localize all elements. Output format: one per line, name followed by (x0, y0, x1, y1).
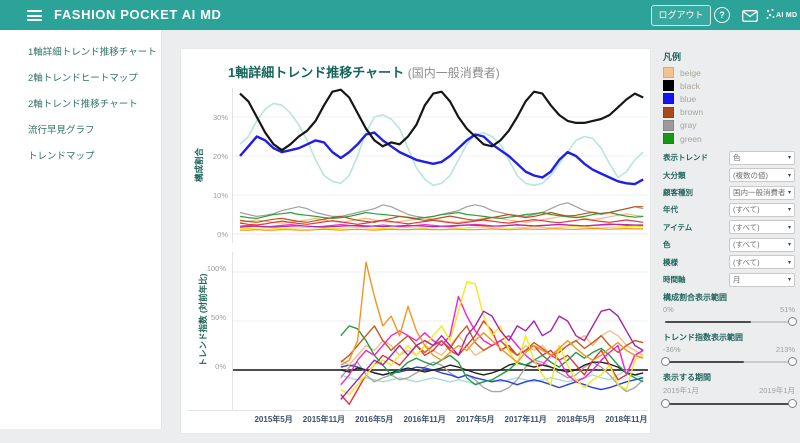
y-tick-label: 10% (212, 191, 228, 200)
y-tick-label: 50% (210, 313, 226, 322)
filters-list: 表示トレンド 色 ▾ 大分類 (複数の値) ▾ 顧客種別 国内一般消費者 ▾ 年代 (… (663, 149, 795, 288)
x-tick-label: 2018年11月 (605, 415, 648, 424)
x-tick-label: 2016年11月 (403, 415, 446, 424)
time-axis-select[interactable]: 月 ▾ (729, 272, 795, 287)
slider-min-label: 2015年1月 (663, 386, 699, 396)
filter-time-axis: 時間軸 月 ▾ (663, 271, 795, 288)
item-select[interactable]: (すべて) ▾ (729, 220, 795, 235)
slider-handle[interactable] (661, 399, 670, 409)
sidebar-item-trend-map[interactable]: トレンドマップ (28, 151, 95, 162)
age-select[interactable]: (すべて) ▾ (729, 202, 795, 217)
legend-swatch-beige (663, 67, 674, 79)
slider-track[interactable] (661, 398, 797, 410)
page-title: 1軸詳細トレンド推移チャート (国内一般消費者) (228, 62, 500, 81)
customer-type-select[interactable]: 国内一般消費者 ▾ (729, 185, 795, 200)
slider-display-period: 表示する期間 2015年1月 2019年1月 (661, 368, 797, 410)
logo-text: AI MD (776, 11, 798, 19)
filter-display-trend: 表示トレンド 色 ▾ (663, 149, 795, 166)
trend-index-chart-plot (232, 252, 648, 410)
x-axis-line (187, 410, 648, 411)
app-title: FASHION POCKET AI MD (54, 7, 222, 22)
legend-swatch-brown (663, 106, 674, 118)
y-tick-label: 20% (212, 152, 228, 161)
composition-chart-plot (232, 88, 648, 243)
legend-item: green (663, 132, 795, 145)
x-tick-label: 2017年11月 (504, 415, 547, 424)
pattern-select[interactable]: (すべて) ▾ (729, 255, 795, 270)
caret-down-icon: ▾ (787, 242, 791, 249)
y-tick-label: 0% (217, 230, 228, 239)
x-tick-label: 2017年5月 (456, 415, 495, 424)
caret-down-icon: ▾ (787, 207, 791, 214)
legend-list: beige black blue brown gray green (663, 66, 795, 145)
filter-customer-type: 顧客種別 国内一般消費者 ▾ (663, 184, 795, 201)
x-axis-tick-labels: 2015年5月 2015年11月 2016年5月 2016年11月 2017年5… (232, 414, 648, 426)
filter-age: 年代 (すべて) ▾ (663, 201, 795, 218)
slider-max-label: 51% (779, 305, 795, 315)
x-tick-label: 2015年5月 (254, 415, 293, 424)
x-tick-label: 2018年5月 (556, 415, 596, 424)
ai-md-logo: AI MD (766, 8, 797, 22)
slider-handle[interactable] (788, 357, 797, 367)
sidebar-nav: 1軸詳細トレンド推移チャート 2軸トレンドヒートマップ 2軸トレンド推移チャート… (0, 30, 162, 429)
legend-item: blue (663, 92, 795, 105)
sidebar-item-2axis-trend-heatmap[interactable]: 2軸トレンドヒートマップ (28, 73, 138, 84)
y-axis-title-composition: 構成割合 (194, 148, 204, 183)
caret-down-icon: ▾ (787, 172, 791, 179)
page-title-sub: (国内一般消費者) (407, 66, 500, 80)
slider-max-label: 2019年1月 (759, 386, 795, 396)
slider-track[interactable] (661, 356, 797, 368)
filter-pattern: 模様 (すべて) ▾ (663, 253, 795, 270)
slider-track[interactable] (665, 316, 797, 328)
display-trend-select[interactable]: 色 ▾ (729, 150, 795, 165)
menu-icon[interactable] (27, 10, 42, 21)
sidebar-item-1axis-detail-trend-chart[interactable]: 1軸詳細トレンド推移チャート (28, 47, 157, 58)
legend-item: brown (663, 106, 795, 119)
major-category-select[interactable]: (複数の値) ▾ (729, 168, 795, 183)
filter-major-category: 大分類 (複数の値) ▾ (663, 167, 795, 184)
x-tick-label: 2015年11月 (302, 415, 346, 424)
logo-molecule-icon (766, 8, 775, 22)
mail-icon[interactable] (742, 9, 758, 27)
filter-color: 色 (すべて) ▾ (663, 236, 795, 253)
slider-composition-range: 構成割合表示範囲 0% 51% (663, 288, 797, 328)
slider-max-label: 213% (775, 345, 795, 355)
slider-min-label: 0% (663, 305, 674, 315)
slider-handle[interactable] (788, 317, 797, 327)
y-tick-label: 30% (212, 113, 228, 122)
filter-panel: 凡例 beige black blue brown gray green 表示ト… (661, 50, 797, 410)
slider-handle[interactable] (661, 357, 670, 367)
color-select[interactable]: (すべて) ▾ (729, 237, 795, 252)
legend-swatch-gray (663, 119, 674, 131)
caret-down-icon: ▾ (787, 277, 791, 284)
help-icon[interactable]: ? (714, 7, 730, 23)
header-bar: FASHION POCKET AI MD ログアウト ? AI MD (0, 0, 800, 30)
legend-item: black (663, 79, 795, 92)
page-title-main: 1軸詳細トレンド推移チャート (228, 65, 405, 80)
legend-swatch-green (663, 133, 674, 145)
x-tick-label: 2016年5月 (355, 415, 394, 424)
slider-handle[interactable] (788, 399, 797, 409)
y-tick-label: 0% (215, 362, 226, 371)
logout-button[interactable]: ログアウト (651, 5, 711, 26)
caret-down-icon: ▾ (787, 155, 791, 162)
filter-item: アイテム (すべて) ▾ (663, 219, 795, 236)
slider-min-label: -36% (663, 345, 681, 355)
caret-down-icon: ▾ (787, 224, 791, 231)
sidebar-item-fashion-quick-graph[interactable]: 流行早見グラフ (28, 125, 95, 136)
legend-swatch-blue (663, 93, 674, 105)
legend-item: beige (663, 66, 795, 79)
caret-down-icon: ▾ (787, 190, 791, 197)
legend-item: gray (663, 119, 795, 132)
caret-down-icon: ▾ (787, 259, 791, 266)
y-tick-label: 100% (206, 264, 226, 273)
sidebar-item-2axis-trend-chart[interactable]: 2軸トレンド推移チャート (28, 99, 138, 110)
legend-title: 凡例 (663, 52, 682, 62)
slider-trend-index-range: トレンド指数表示範囲 -36% 213% (661, 328, 797, 368)
legend-swatch-black (663, 80, 674, 92)
